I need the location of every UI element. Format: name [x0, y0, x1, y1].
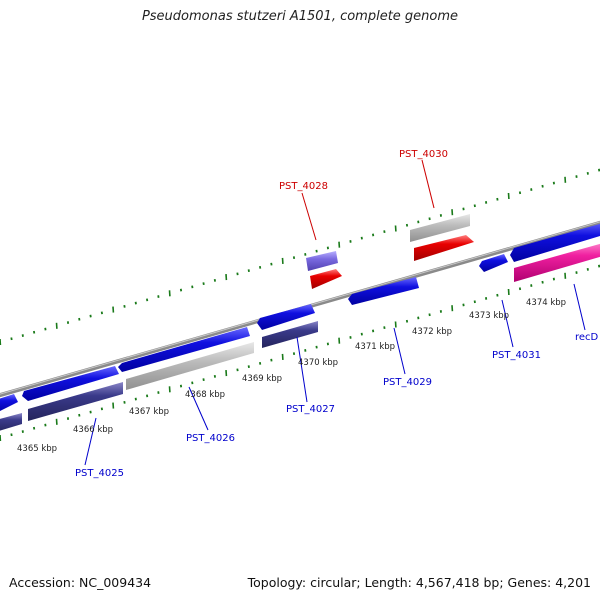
gene-arrow[interactable] — [510, 221, 600, 262]
connector-pst-4026 — [188, 386, 209, 431]
gene-features — [0, 214, 600, 433]
gene-arrow[interactable] — [306, 251, 338, 271]
accession-text: Accession: NC_009434 — [9, 575, 152, 590]
gene-arrow[interactable] — [126, 342, 254, 390]
gene-labels: PST_4025 PST_4026 PST_4027 PST_4028 PST_… — [75, 149, 599, 479]
gene-label-pst-4025[interactable]: PST_4025 — [75, 468, 124, 479]
gene-label-pst-4029[interactable]: PST_4029 — [383, 377, 432, 388]
gene-label-pst-4028[interactable]: PST_4028 — [279, 181, 328, 192]
connector-pst-4027 — [296, 336, 308, 403]
gene-arrow[interactable] — [410, 214, 470, 242]
ruler-label: 4372 kbp — [412, 327, 452, 337]
gene-arrow[interactable] — [514, 241, 600, 282]
ruler-label: 4369 kbp — [242, 374, 282, 384]
gene-arrow[interactable] — [257, 304, 315, 330]
genome-summary-text: Topology: circular; Length: 4,567,418 bp… — [247, 575, 591, 590]
gene-label-recd[interactable]: recD — [575, 332, 599, 343]
inner-tick-row — [0, 264, 600, 442]
connector-pst-4029 — [393, 327, 406, 375]
gene-label-pst-4026[interactable]: PST_4026 — [186, 433, 235, 444]
connector-pst-4025 — [84, 417, 97, 466]
gene-arrow[interactable] — [348, 277, 419, 305]
ruler-label: 4373 kbp — [469, 311, 509, 321]
ruler-labels: 4365 kbp 4366 kbp 4367 kbp 4368 kbp 4369… — [17, 298, 566, 454]
map-title: Pseudomonas stutzeri A1501, complete gen… — [141, 9, 459, 24]
gene-arrow[interactable] — [0, 413, 22, 433]
ruler-label: 4370 kbp — [298, 358, 338, 368]
ruler-label: 4368 kbp — [185, 390, 225, 400]
gene-arrow[interactable] — [118, 327, 250, 372]
connector-recd — [573, 283, 586, 331]
outer-tick-row — [0, 168, 600, 346]
ruler-label: 4365 kbp — [17, 444, 57, 454]
gene-label-pst-4030[interactable]: PST_4030 — [399, 149, 448, 160]
gene-arrow[interactable] — [310, 269, 342, 289]
connector-pst-4028 — [301, 192, 317, 241]
ruler-label: 4366 kbp — [73, 425, 113, 435]
gene-label-pst-4027[interactable]: PST_4027 — [286, 404, 335, 415]
ruler-label: 4371 kbp — [355, 342, 395, 352]
gene-arrow[interactable] — [414, 235, 474, 261]
gene-arrow[interactable] — [0, 394, 18, 413]
ruler-label: 4367 kbp — [129, 407, 169, 417]
connector-pst-4031 — [501, 299, 514, 348]
gene-arrow[interactable] — [262, 321, 318, 348]
ruler-label: 4374 kbp — [526, 298, 566, 308]
label-connectors — [84, 159, 586, 466]
gene-label-pst-4031[interactable]: PST_4031 — [492, 350, 541, 361]
gene-arrow[interactable] — [22, 366, 119, 401]
gene-arrow[interactable] — [28, 382, 123, 421]
connector-pst-4030 — [421, 159, 435, 209]
gene-arrow[interactable] — [479, 254, 508, 272]
